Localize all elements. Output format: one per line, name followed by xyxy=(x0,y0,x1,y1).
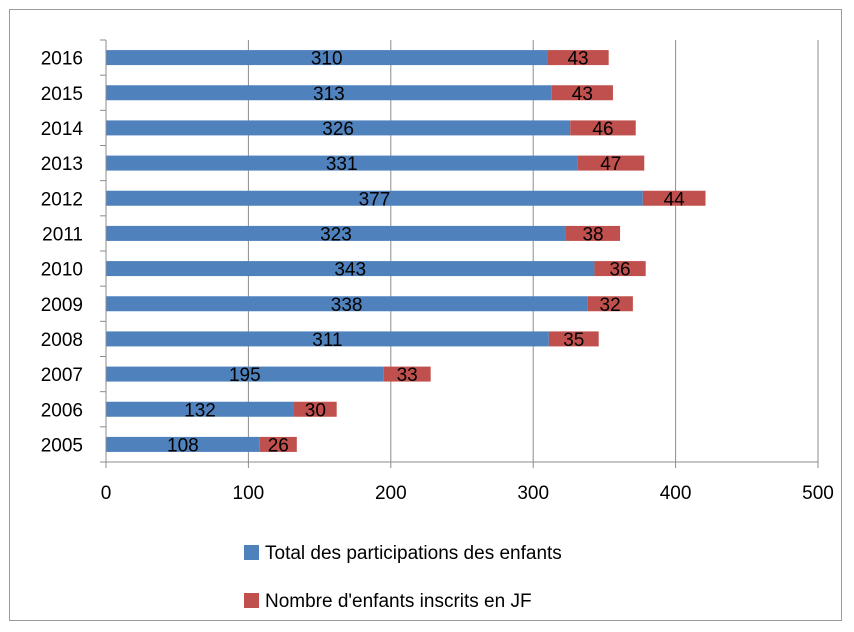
data-label-total: 311 xyxy=(312,330,342,351)
bar-total-participations xyxy=(106,225,566,241)
y-tick-label: 2013 xyxy=(41,154,83,175)
y-tick-label: 2012 xyxy=(41,189,83,210)
data-label-jf: 32 xyxy=(600,295,621,316)
data-label-total: 377 xyxy=(359,189,391,210)
legend-label: Nombre d'enfants inscrits en JF xyxy=(265,591,532,612)
bar-total-participations xyxy=(106,261,595,277)
bars xyxy=(106,50,706,452)
bar-total-participations xyxy=(106,190,643,206)
bar-total-participations xyxy=(106,366,384,382)
data-label-jf: 30 xyxy=(305,400,326,421)
data-label-total: 326 xyxy=(322,119,354,140)
x-tick-label: 500 xyxy=(802,483,834,504)
bar-enfants-inscrits-jf xyxy=(259,436,297,452)
bar-enfants-inscrits-jf xyxy=(548,331,599,347)
data-label-total: 323 xyxy=(320,224,352,245)
bar-enfants-inscrits-jf xyxy=(565,225,621,241)
data-label-total: 108 xyxy=(167,435,199,456)
bar-enfants-inscrits-jf xyxy=(642,190,706,206)
bar-enfants-inscrits-jf xyxy=(551,85,613,101)
x-tick-label: 100 xyxy=(233,483,265,504)
y-tick-label: 2014 xyxy=(41,119,84,140)
x-tick-labels: 0 100 200 300 400 500 xyxy=(101,483,834,504)
data-label-total: 343 xyxy=(334,260,366,281)
y-tick-label: 2005 xyxy=(41,435,83,456)
y-tick-label: 2011 xyxy=(42,224,83,245)
y-tick-label: 2010 xyxy=(41,260,83,281)
bar-total-participations xyxy=(106,296,588,312)
data-label-jf: 43 xyxy=(567,49,588,70)
axes xyxy=(100,39,819,468)
y-tick-label: 2009 xyxy=(41,295,83,316)
bar-total-participations xyxy=(106,331,549,347)
data-label-total: 195 xyxy=(229,365,261,386)
data-label-total: 331 xyxy=(326,154,358,175)
bar-total-participations xyxy=(106,401,294,417)
chart-frame xyxy=(9,9,842,621)
legend: Total des participations des enfants Nomb… xyxy=(244,543,562,612)
bar-enfants-inscrits-jf xyxy=(594,261,646,277)
legend-swatch xyxy=(244,545,259,560)
bar-total-participations xyxy=(106,436,260,452)
bar-enfants-inscrits-jf xyxy=(587,296,633,312)
bar-enfants-inscrits-jf xyxy=(383,366,431,382)
bar-total-participations xyxy=(106,50,548,66)
data-label-total: 313 xyxy=(313,84,345,105)
data-label-jf: 43 xyxy=(572,84,593,105)
y-tick-label: 2006 xyxy=(41,400,83,421)
data-label-jf: 26 xyxy=(268,435,289,456)
data-label-total: 132 xyxy=(184,400,216,421)
gridlines xyxy=(247,40,819,462)
bar-total-participations xyxy=(106,120,571,136)
bar-total-participations xyxy=(106,155,578,171)
x-tick-label: 0 xyxy=(101,483,112,504)
x-tick-label: 300 xyxy=(517,483,549,504)
data-label-jf: 38 xyxy=(582,224,603,245)
data-label-jf: 47 xyxy=(600,154,621,175)
y-tick-label: 2008 xyxy=(41,330,83,351)
data-label-jf: 46 xyxy=(592,119,613,140)
bar-total-participations xyxy=(106,85,552,101)
data-label-total: 338 xyxy=(331,295,363,316)
legend-label: Total des participations des enfants xyxy=(265,543,562,564)
bar-enfants-inscrits-jf xyxy=(570,120,636,136)
bar-enfants-inscrits-jf xyxy=(293,401,337,417)
data-label-jf: 35 xyxy=(563,330,584,351)
y-tick-labels: 2005 2006 2007 2008 2009 2010 2011 2012 2013 2014… xyxy=(41,49,84,457)
data-label-jf: 36 xyxy=(609,260,630,281)
data-label-jf: 33 xyxy=(397,365,418,386)
bar-enfants-inscrits-jf xyxy=(577,155,645,171)
x-tick-label: 400 xyxy=(660,483,692,504)
bar-enfants-inscrits-jf xyxy=(547,50,609,66)
legend-swatch xyxy=(244,593,259,608)
data-label-total: 310 xyxy=(311,49,343,70)
data-label-jf: 44 xyxy=(664,189,686,210)
x-tick-label: 200 xyxy=(375,483,407,504)
y-tick-label: 2016 xyxy=(41,49,83,70)
data-labels: 108 26 132 30 195 33 311 35 338 32 343 36 323 38 377 44… xyxy=(167,49,685,457)
y-tick-label: 2015 xyxy=(41,84,83,105)
y-tick-label: 2007 xyxy=(41,365,83,386)
